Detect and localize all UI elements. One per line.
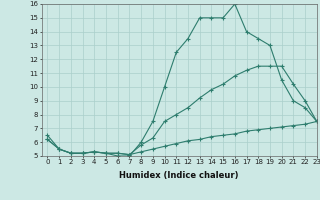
X-axis label: Humidex (Indice chaleur): Humidex (Indice chaleur)	[119, 171, 239, 180]
